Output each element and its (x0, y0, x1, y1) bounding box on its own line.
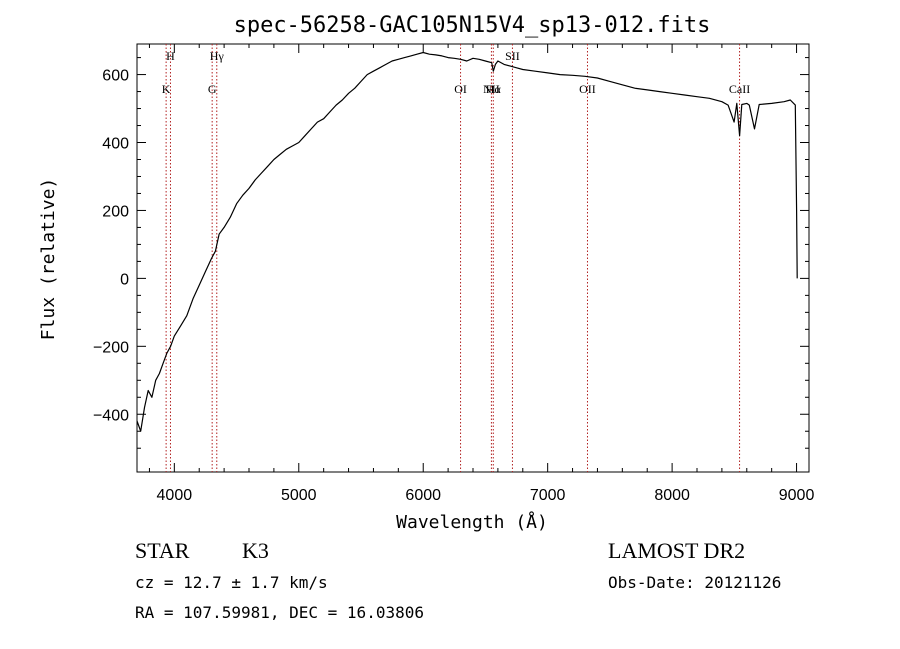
obs-date: Obs-Date: 20121126 (608, 573, 782, 592)
line-marker-label: SII (505, 49, 520, 63)
survey-name: LAMOST DR2 (608, 538, 746, 563)
y-tick-label: −400 (93, 407, 129, 424)
line-marker-label: NII (483, 82, 500, 96)
redshift-value: cz = 12.7 ± 1.7 km/s (135, 573, 328, 592)
plot-frame (136, 43, 810, 473)
series-line (136, 51, 798, 432)
line-marker-label: Hα (486, 82, 502, 96)
x-tick-label: 8000 (654, 487, 690, 504)
x-tick-label: 9000 (779, 487, 815, 504)
x-axis-label: Wavelength (Å) (396, 511, 548, 533)
emission-line-markers (165, 44, 741, 472)
object-subclass: K3 (242, 538, 269, 563)
line-marker-label: OII (579, 82, 596, 96)
line-marker-label: G (208, 82, 217, 96)
line-marker-label: H (166, 49, 175, 63)
line-marker-label: K (162, 82, 171, 96)
x-tick-label: 5000 (281, 487, 317, 504)
y-tick-label: 0 (120, 271, 129, 288)
line-marker-label: OI (454, 82, 467, 96)
x-tick-label: 6000 (405, 487, 441, 504)
line-marker-label: Hγ (210, 49, 225, 63)
x-tick-label: 7000 (530, 487, 566, 504)
chart-title: spec-56258-GAC105N15V4_sp13-012.fits (234, 13, 711, 38)
x-axis: 4000 5000 6000 7000 8000 9000 (148, 44, 815, 504)
y-axis-label: Flux (relative) (38, 178, 59, 341)
object-class: STAR (135, 538, 190, 563)
y-tick-label: 600 (102, 68, 129, 85)
coordinates: RA = 107.59981, DEC = 16.03806 (135, 603, 424, 622)
line-marker-label: CaII (729, 82, 750, 96)
y-tick-label: 400 (102, 136, 129, 153)
series-layer (136, 51, 798, 432)
y-tick-label: −200 (93, 339, 129, 356)
y-axis: −400 −200 0 200 400 600 (93, 57, 809, 449)
y-tick-label: 200 (102, 203, 129, 220)
x-tick-label: 4000 (157, 487, 193, 504)
